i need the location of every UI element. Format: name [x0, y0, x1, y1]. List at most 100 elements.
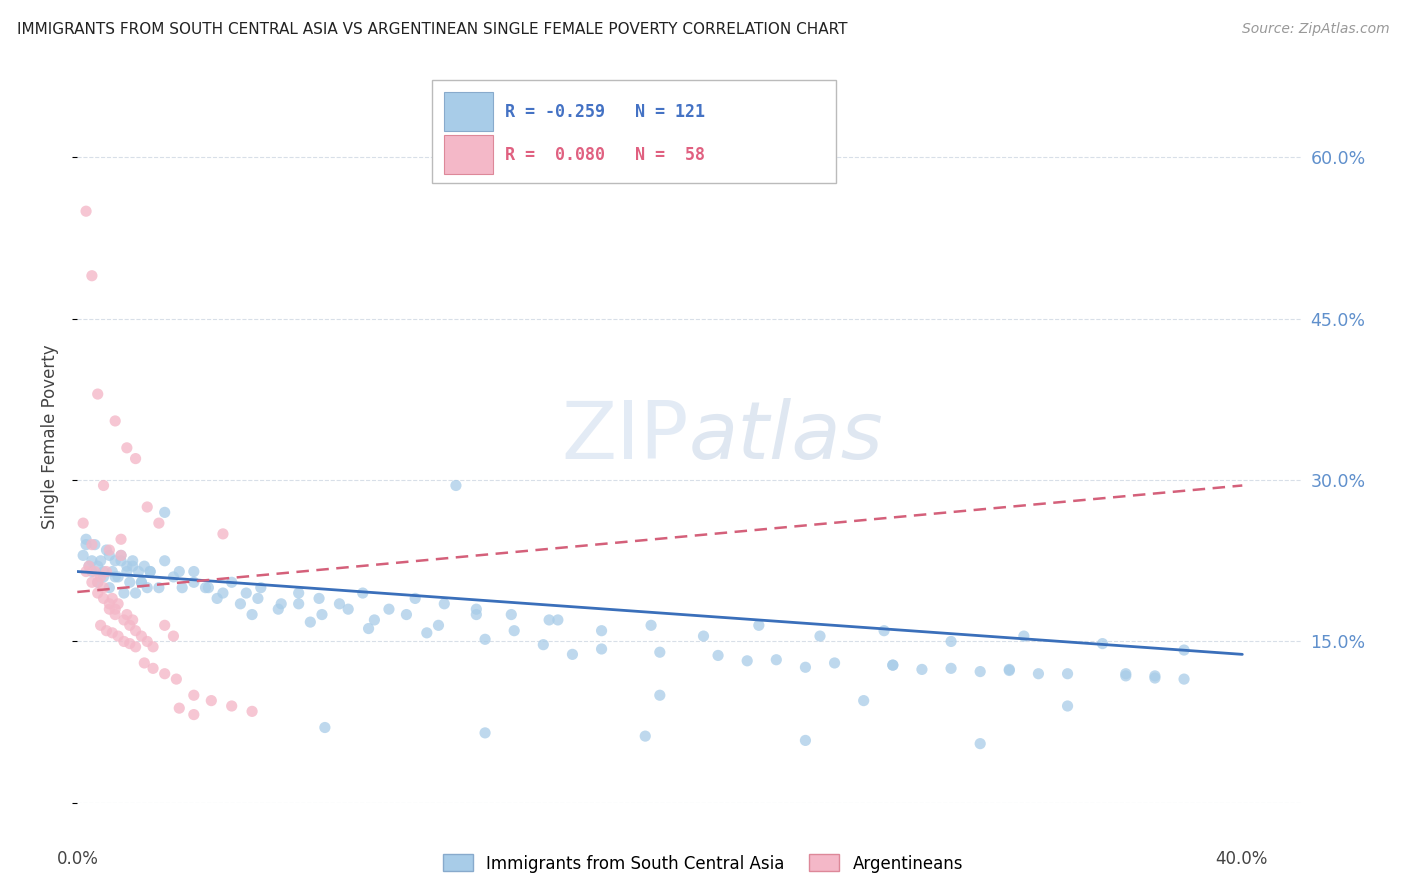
Point [96, 624, 118, 638]
Point [139, 565, 162, 579]
Point [87, 586, 110, 600]
Point [183, 575, 205, 590]
Point [561, 648, 583, 662]
Point [87, 575, 110, 590]
Point [1173, 672, 1195, 686]
Point [240, 607, 263, 622]
Point [96, 543, 118, 558]
Point [873, 624, 896, 638]
Point [142, 661, 165, 675]
Point [404, 591, 426, 606]
Point [503, 624, 526, 638]
Point [153, 666, 176, 681]
Text: ZIP: ZIP [561, 398, 689, 476]
Point [1056, 698, 1078, 713]
Point [96, 565, 118, 579]
Point [267, 602, 290, 616]
Point [90, 554, 112, 568]
Point [1173, 643, 1195, 657]
Y-axis label: Single Female Poverty: Single Female Poverty [41, 345, 59, 529]
Point [90, 618, 112, 632]
Text: 40.0%: 40.0% [1216, 850, 1268, 868]
Point [183, 688, 205, 702]
Point [124, 586, 146, 600]
Text: R = -0.259   N = 121: R = -0.259 N = 121 [506, 103, 706, 120]
Point [87, 559, 110, 574]
Point [77, 559, 100, 574]
Legend: Immigrants from South Central Asia, Argentineans: Immigrants from South Central Asia, Arge… [436, 847, 970, 880]
Point [115, 565, 138, 579]
Point [110, 554, 132, 568]
Point [299, 615, 322, 629]
Point [115, 559, 138, 574]
Point [969, 665, 991, 679]
Point [112, 634, 135, 648]
Point [75, 204, 97, 219]
Point [794, 733, 817, 747]
Point [124, 624, 146, 638]
Point [183, 565, 205, 579]
Point [465, 602, 488, 616]
Point [136, 581, 159, 595]
Point [72, 549, 94, 563]
Point [765, 653, 787, 667]
Point [124, 451, 146, 466]
Point [235, 586, 257, 600]
Point [547, 613, 569, 627]
Point [648, 688, 671, 702]
Point [194, 581, 217, 595]
Point [939, 661, 962, 675]
Point [634, 729, 657, 743]
Point [93, 570, 115, 584]
Point [531, 638, 554, 652]
Point [112, 613, 135, 627]
Point [1028, 666, 1050, 681]
Point [337, 602, 360, 616]
Point [314, 721, 336, 735]
Point [112, 586, 135, 600]
Point [287, 586, 309, 600]
Point [80, 565, 103, 579]
Point [115, 607, 138, 622]
Point [474, 632, 496, 647]
Point [75, 538, 97, 552]
Point [824, 656, 846, 670]
Point [378, 602, 401, 616]
Point [794, 660, 817, 674]
Point [136, 500, 159, 514]
Bar [444, 136, 494, 174]
Point [465, 607, 488, 622]
Point [998, 662, 1021, 676]
Point [205, 591, 228, 606]
Point [104, 602, 127, 616]
Point [98, 549, 121, 563]
Point [939, 634, 962, 648]
Point [104, 414, 127, 428]
Point [395, 607, 418, 622]
Text: atlas: atlas [689, 398, 884, 476]
Point [169, 565, 191, 579]
Text: IMMIGRANTS FROM SOUTH CENTRAL ASIA VS ARGENTINEAN SINGLE FEMALE POVERTY CORRELAT: IMMIGRANTS FROM SOUTH CENTRAL ASIA VS AR… [17, 22, 848, 37]
Point [433, 597, 456, 611]
Bar [444, 93, 494, 131]
Point [250, 581, 273, 595]
Point [1115, 669, 1137, 683]
Point [270, 597, 292, 611]
Point [640, 618, 662, 632]
Point [104, 554, 127, 568]
Point [115, 441, 138, 455]
Point [162, 570, 184, 584]
Point [104, 570, 127, 584]
Point [911, 662, 934, 676]
Point [98, 597, 121, 611]
Point [101, 625, 124, 640]
Point [83, 565, 105, 579]
Point [83, 538, 105, 552]
Point [363, 613, 385, 627]
Point [165, 672, 187, 686]
Point [591, 624, 613, 638]
Point [75, 533, 97, 547]
Point [107, 570, 129, 584]
Text: 0.0%: 0.0% [56, 850, 98, 868]
Point [93, 591, 115, 606]
